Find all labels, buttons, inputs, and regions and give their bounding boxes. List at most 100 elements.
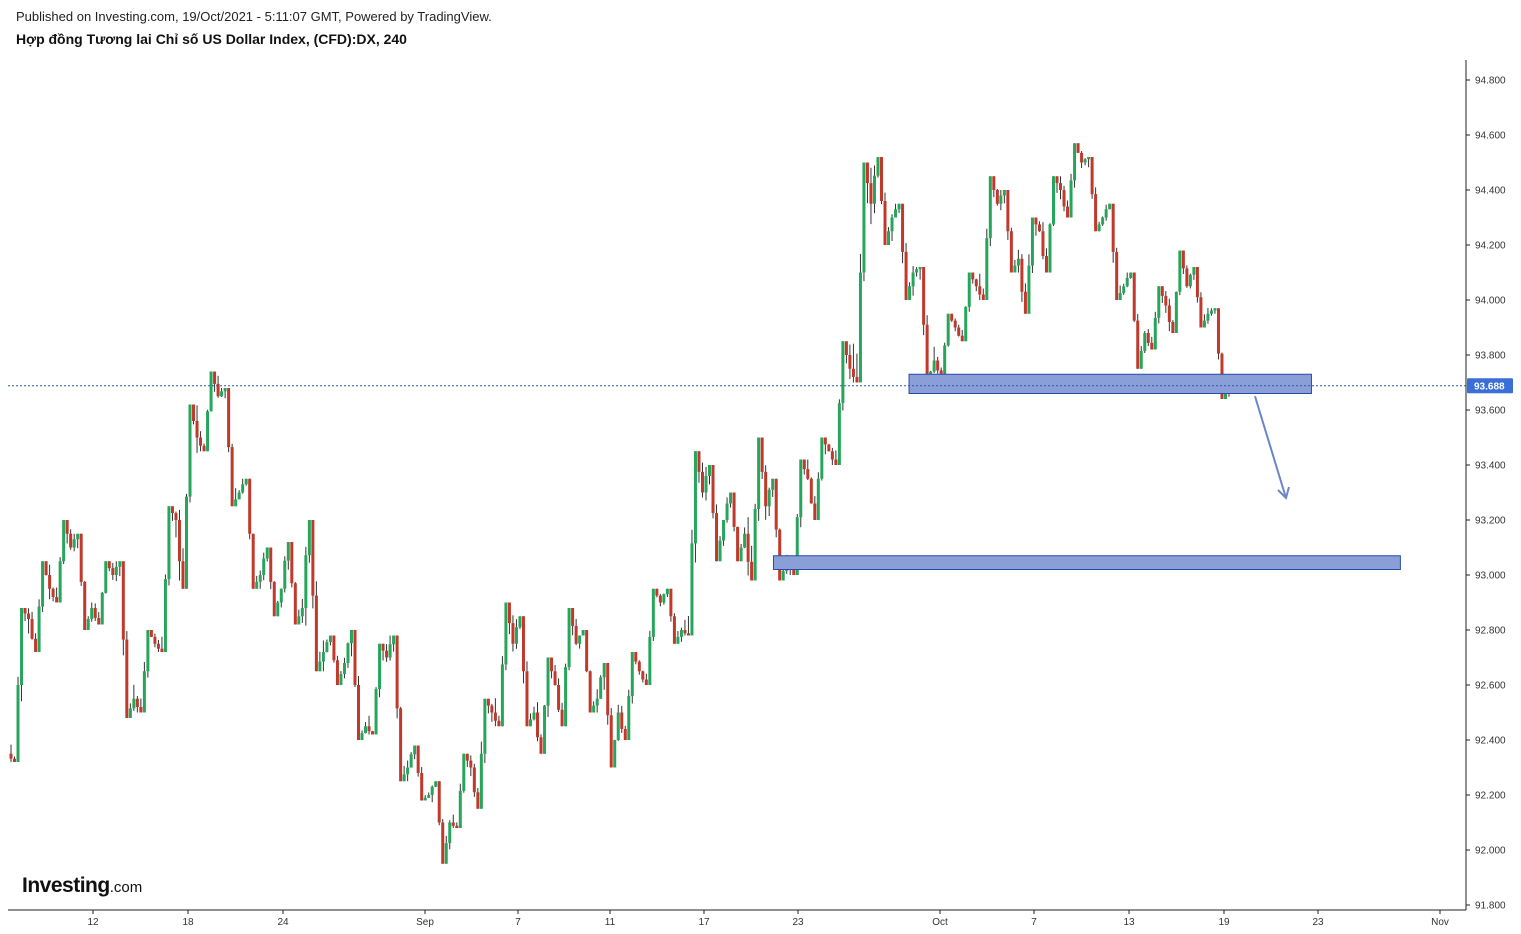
candle-body bbox=[314, 595, 318, 672]
candle-body bbox=[297, 616, 301, 625]
candle-body bbox=[1115, 251, 1119, 300]
candle-body bbox=[834, 459, 838, 465]
candle-body bbox=[1076, 143, 1080, 153]
candle-body bbox=[27, 613, 31, 619]
y-tick-label: 93.400 bbox=[1475, 461, 1506, 472]
y-axis-ticks: 94.800 94.600 94.400 94.200 94.000 93.800 93.6… bbox=[1466, 76, 1506, 912]
candle-body bbox=[206, 411, 210, 452]
candle-body bbox=[1136, 320, 1140, 369]
candle-body bbox=[504, 602, 508, 665]
candle-body bbox=[483, 698, 487, 754]
candle-body bbox=[41, 561, 45, 607]
candle-body bbox=[416, 745, 420, 773]
candle-body bbox=[30, 619, 34, 639]
candle-body bbox=[121, 561, 125, 640]
candle-body bbox=[536, 712, 540, 738]
y-tick-label: 93.000 bbox=[1475, 571, 1506, 582]
candle-body bbox=[335, 660, 339, 685]
candle-body bbox=[841, 341, 845, 404]
candle-body bbox=[651, 588, 655, 637]
candle-body bbox=[518, 616, 522, 628]
candle-body bbox=[9, 753, 13, 759]
candle-body bbox=[262, 558, 266, 575]
candle-body bbox=[946, 313, 950, 346]
candle-body bbox=[1055, 176, 1059, 184]
candle-body bbox=[423, 797, 427, 801]
candle-body bbox=[332, 635, 336, 661]
candle-body bbox=[974, 279, 978, 287]
candle-body bbox=[767, 489, 771, 507]
candle-body bbox=[760, 437, 764, 472]
candle-body bbox=[490, 705, 494, 713]
candle-body bbox=[371, 731, 375, 735]
candle-body bbox=[1181, 250, 1185, 269]
candle-body bbox=[634, 652, 638, 662]
candle-body bbox=[967, 272, 971, 307]
candle-body bbox=[851, 368, 855, 377]
candle-body bbox=[69, 533, 73, 548]
candle-body bbox=[1139, 350, 1143, 369]
candle-body bbox=[915, 269, 919, 273]
candle-body bbox=[715, 513, 719, 562]
candle-body bbox=[711, 465, 715, 514]
x-axis-ticks: 12 18 24 Sep 7 11 17 23 Oct 7 13 19 23 Nov bbox=[87, 910, 1449, 928]
candle-body bbox=[1062, 190, 1066, 207]
candle-body bbox=[708, 465, 712, 476]
candle-body bbox=[644, 679, 648, 685]
candle-body bbox=[936, 360, 940, 371]
candle-body bbox=[23, 608, 27, 614]
candle-body bbox=[93, 608, 97, 618]
candle-body bbox=[153, 636, 157, 644]
candle-body bbox=[392, 635, 396, 645]
candle-body bbox=[830, 451, 834, 460]
candle-body bbox=[1192, 267, 1196, 275]
candle-body bbox=[567, 608, 571, 668]
candle-body bbox=[118, 561, 122, 567]
candle-body bbox=[816, 478, 820, 520]
x-tick-label: Oct bbox=[932, 917, 948, 928]
candle-body bbox=[223, 388, 227, 392]
candle-body bbox=[451, 822, 455, 826]
x-tick-label: 12 bbox=[87, 917, 99, 928]
projection-arrow bbox=[1254, 395, 1290, 500]
candle-body bbox=[220, 391, 224, 397]
candle-body bbox=[307, 520, 311, 556]
candle-body bbox=[620, 712, 624, 729]
candle-body bbox=[718, 540, 722, 562]
candle-body bbox=[1132, 272, 1136, 321]
candle-body bbox=[623, 729, 627, 740]
candle-body bbox=[539, 737, 543, 754]
support-zone[interactable] bbox=[772, 555, 1401, 570]
candle-body bbox=[764, 471, 768, 507]
investing-logo: Investing.com bbox=[22, 874, 143, 897]
candle-body bbox=[1066, 206, 1070, 218]
candle-body bbox=[1157, 286, 1161, 318]
candle-body bbox=[1030, 217, 1034, 266]
candle-body bbox=[662, 594, 666, 603]
candle-body bbox=[441, 822, 445, 864]
candle-body bbox=[883, 201, 887, 245]
candle-body bbox=[1160, 286, 1164, 296]
candle-body bbox=[964, 306, 968, 342]
support-zone[interactable] bbox=[908, 373, 1312, 394]
candle-body bbox=[862, 162, 866, 273]
candle-body bbox=[342, 663, 346, 674]
y-tick-label: 94.200 bbox=[1475, 241, 1506, 252]
candle-body bbox=[1094, 194, 1098, 232]
candle-body bbox=[700, 471, 704, 493]
y-tick-label: 93.600 bbox=[1475, 406, 1506, 417]
candle-body bbox=[999, 195, 1003, 204]
candle-body bbox=[111, 568, 115, 575]
candle-body bbox=[272, 581, 276, 617]
candle-body bbox=[1146, 333, 1150, 343]
candle-body bbox=[321, 652, 325, 662]
candle-body bbox=[100, 592, 104, 625]
candle-body bbox=[13, 758, 17, 762]
candle-body bbox=[957, 327, 961, 336]
candle-body bbox=[318, 661, 322, 672]
candle-body bbox=[865, 162, 869, 184]
candle-body bbox=[462, 753, 466, 791]
candle-body bbox=[1059, 183, 1063, 190]
x-tick-label: 11 bbox=[605, 917, 616, 928]
